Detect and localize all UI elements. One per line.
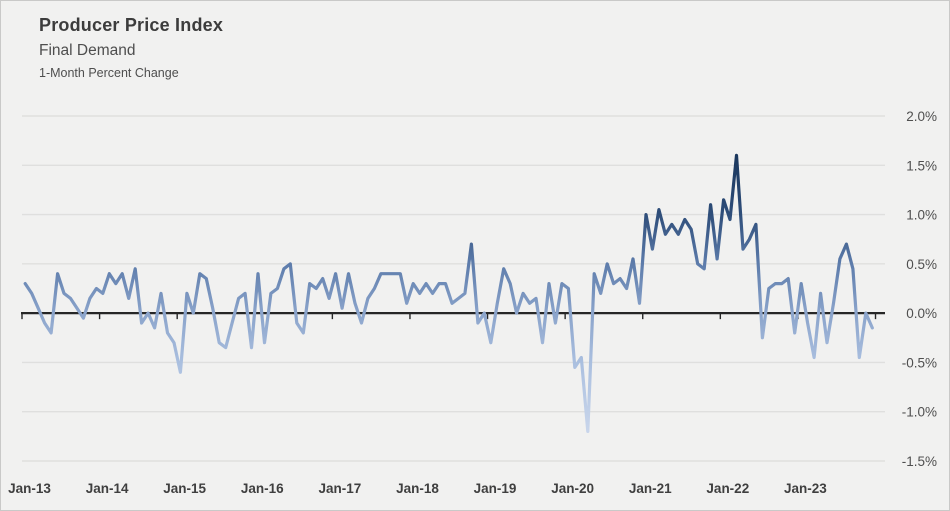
page-title: Producer Price Index [39, 15, 224, 35]
y-axis-label: 1.0% [906, 208, 937, 223]
x-axis-label: Jan-17 [318, 481, 361, 496]
y-axis-label: -1.5% [902, 454, 937, 469]
x-axis-label: Jan-13 [8, 481, 51, 496]
x-axis-label: Jan-16 [241, 481, 284, 496]
ppi-data-line [23, 153, 874, 433]
x-axis-label: Jan-22 [706, 481, 749, 496]
chart-caption: 1-Month Percent Change [39, 66, 179, 80]
x-axis-label: Jan-19 [474, 481, 517, 496]
y-axis-label: 1.5% [906, 158, 937, 173]
y-axis-label: 0.0% [906, 306, 937, 321]
x-axis-label: Jan-18 [396, 481, 439, 496]
y-axis-label: 0.5% [906, 257, 937, 272]
x-axis-label: Jan-14 [86, 481, 129, 496]
x-axis-label: Jan-21 [629, 481, 672, 496]
title-block: Producer Price Index Final Demand 1-Mont… [39, 15, 223, 80]
x-axis-label: Jan-23 [784, 481, 827, 496]
x-axis-label: Jan-20 [551, 481, 594, 496]
x-axis-label: Jan-15 [163, 481, 206, 496]
chart-subtitle: Final Demand [39, 42, 136, 59]
y-axis-label: -1.0% [902, 405, 937, 420]
y-axis-label: 2.0% [906, 109, 937, 124]
y-axis-label: -0.5% [902, 355, 937, 370]
